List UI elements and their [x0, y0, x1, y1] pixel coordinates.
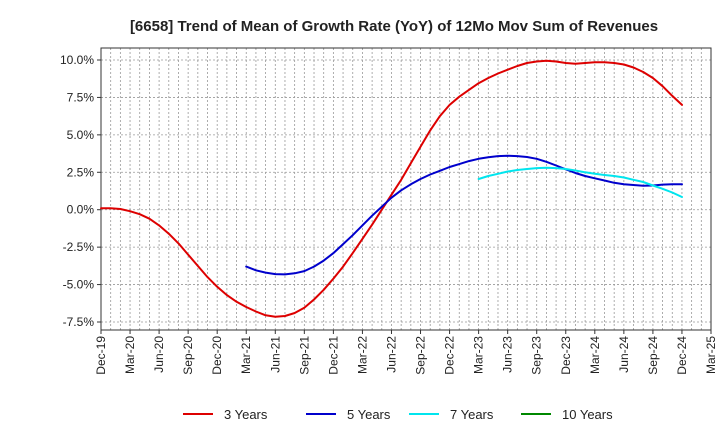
legend-label: 7 Years: [450, 407, 494, 422]
x-tick-label: Sep-20: [181, 336, 195, 375]
y-tick-label: 10.0%: [60, 53, 94, 67]
x-tick-label: Jun-22: [384, 336, 398, 373]
x-tick-label: Sep-24: [646, 336, 660, 375]
x-tick-label: Dec-19: [94, 336, 108, 375]
x-tick-label: Mar-24: [588, 336, 602, 374]
x-tick-label: Jun-20: [152, 336, 166, 373]
plot-area: [101, 48, 711, 330]
legend-label: 10 Years: [562, 407, 613, 422]
plot-border: [100, 47, 712, 331]
y-tick-label: 0.0%: [67, 203, 95, 217]
series-line-7-years: [477, 166, 683, 198]
x-axis: Dec-19 Mar-20 Jun-20 Sep-20 Dec-20 Mar-21 Jun-…: [94, 330, 718, 375]
x-tick-label: Dec-24: [675, 336, 689, 375]
y-tick-label: 2.5%: [67, 165, 95, 179]
x-tick-label: Mar-21: [239, 336, 253, 374]
x-tick-label: Dec-22: [443, 336, 457, 375]
x-tick-label: Jun-23: [501, 336, 515, 373]
x-tick-label: Mar-23: [472, 336, 486, 374]
series-line-5-years: [245, 154, 683, 276]
series-line-3-years: [100, 59, 683, 318]
x-tick-label: Sep-21: [297, 336, 311, 375]
y-tick-label: 5.0%: [67, 128, 95, 142]
x-tick-label: Sep-23: [530, 336, 544, 375]
x-tick-label: Dec-20: [210, 336, 224, 375]
legend-label: 3 Years: [224, 407, 268, 422]
y-axis: 10.0% 7.5% 5.0% 2.5% 0.0% -2.5% -5.0% -7.5%: [60, 53, 101, 329]
x-tick-label: Mar-22: [355, 336, 369, 374]
legend: 3 Years 5 Years 7 Years 10 Years: [183, 407, 613, 422]
x-tick-label: Mar-20: [123, 336, 137, 374]
x-tick-label: Dec-23: [559, 336, 573, 375]
series-layer: [100, 59, 683, 318]
x-tick-label: Mar-25: [704, 336, 718, 374]
x-tick-label: Jun-24: [617, 336, 631, 373]
x-tick-label: Jun-21: [268, 336, 282, 373]
y-tick-label: 7.5%: [67, 90, 95, 104]
chart-title: [6658] Trend of Mean of Growth Rate (YoY…: [130, 18, 658, 35]
legend-label: 5 Years: [347, 407, 391, 422]
y-tick-label: -7.5%: [63, 315, 95, 329]
x-tick-label: Dec-21: [326, 336, 340, 375]
grid: [101, 48, 711, 330]
x-tick-label: Sep-22: [414, 336, 428, 375]
y-tick-label: -5.0%: [63, 278, 95, 292]
y-tick-label: -2.5%: [63, 240, 95, 254]
